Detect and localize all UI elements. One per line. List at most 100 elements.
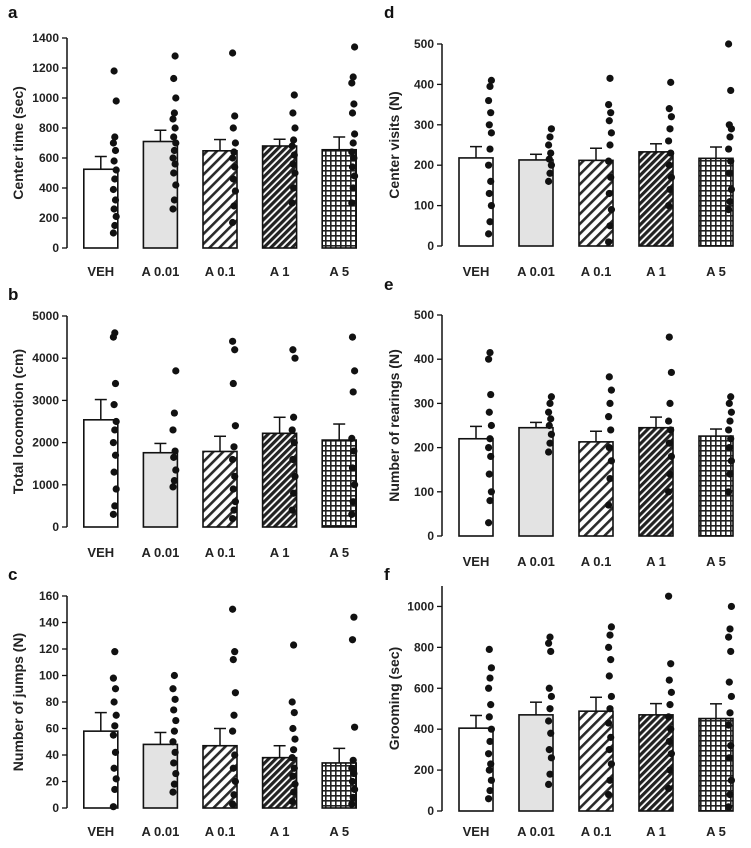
data-point [229,514,237,523]
x-tick-label: A 5 [706,264,726,279]
data-point [109,674,117,682]
data-point [172,367,180,375]
panel-e: e 0 100 200 300 400 500 Number of rearings (N) V… [384,275,736,569]
x-tick-label: A 1 [270,264,290,279]
data-point [666,185,674,194]
x-tick-label: A 5 [329,264,349,279]
data-point [666,399,674,407]
data-point [109,510,117,518]
data-point [727,457,736,465]
y-tick-label: 5000 [32,309,59,323]
data-point [288,199,296,207]
data-point [665,417,673,425]
data-point [725,121,733,129]
data-point [725,145,733,153]
data-point [547,161,556,169]
y-tick-label: 200 [414,763,434,777]
data-point [606,474,614,483]
data-point [348,800,356,808]
data-point [547,149,555,157]
data-point [229,379,237,388]
data-point [605,101,613,109]
data-point [230,506,238,514]
data-point [605,189,613,198]
data-point [112,97,120,105]
data-point [289,160,297,168]
data-point [169,685,177,693]
data-point [607,623,616,631]
data-point [726,417,734,425]
data-point [726,197,734,206]
x-tick-label: A 0.1 [581,824,612,839]
data-point [112,711,120,719]
data-point [487,701,495,709]
data-point [111,748,120,756]
data-point [546,133,554,141]
data-point [607,457,616,465]
data-point [485,230,493,238]
data-point [290,746,298,754]
y-tick-label: 500 [414,308,434,322]
panel-a: a 0 200 400 600 800 1000 1200 1400 Center time (s… [8,3,359,279]
y-tick-label: 300 [414,396,434,410]
data-point [350,100,358,108]
data-point [110,157,118,165]
data-point [231,422,239,430]
data-point [727,602,736,611]
data-point [545,717,553,725]
data-point [351,172,359,180]
y-axis-label-f: Grooming (sec) [386,647,402,750]
data-point [485,96,493,105]
data-point [348,163,357,171]
data-point [172,769,180,778]
x-tick-label: A 0.01 [517,554,555,569]
data-point [171,124,179,132]
data-point [172,139,180,147]
y-tick-label: 1000 [32,91,59,105]
data-point [667,113,676,121]
data-point [667,173,676,181]
data-point [172,94,180,102]
data-point [487,776,495,784]
data-point [486,348,494,357]
y-tick-label: 0 [52,801,59,815]
data-point [230,443,238,451]
data-point [109,139,117,147]
x-tick-label: A 1 [646,824,666,839]
y-tick-label: 400 [414,77,434,91]
data-point [171,447,179,455]
x-tick-label: A 5 [706,554,726,569]
x-tick-label: A 0.1 [205,545,236,560]
data-point [487,760,495,768]
panel-c: c 0 20 40 60 80 100 120 140 160 Number of jumps (N… [8,565,359,839]
data-point [229,800,237,808]
data-point [288,142,296,150]
data-point [348,148,356,156]
data-point [111,196,120,204]
data-point [291,354,299,362]
data-point [725,399,733,407]
y-tick-label: 0 [52,520,59,534]
data-point [289,724,297,733]
bar-f-3 [638,714,674,812]
data-point [290,764,298,772]
data-point [665,592,673,600]
data-point [727,692,736,701]
data-point [725,721,733,729]
data-point [290,184,298,192]
data-point [109,229,117,237]
panel-letter-d: d [384,3,394,22]
y-tick-label: 400 [414,722,434,736]
y-tick-label: 80 [46,695,60,709]
data-point [229,764,237,772]
data-point [110,468,118,476]
data-point [606,222,614,230]
y-tick-label: 300 [414,118,434,132]
data-point [485,795,493,803]
y-tick-label: 200 [39,211,59,225]
data-point [547,125,556,133]
data-point [486,145,494,153]
data-point [665,105,673,113]
data-point [607,733,615,741]
data-point [111,221,119,230]
